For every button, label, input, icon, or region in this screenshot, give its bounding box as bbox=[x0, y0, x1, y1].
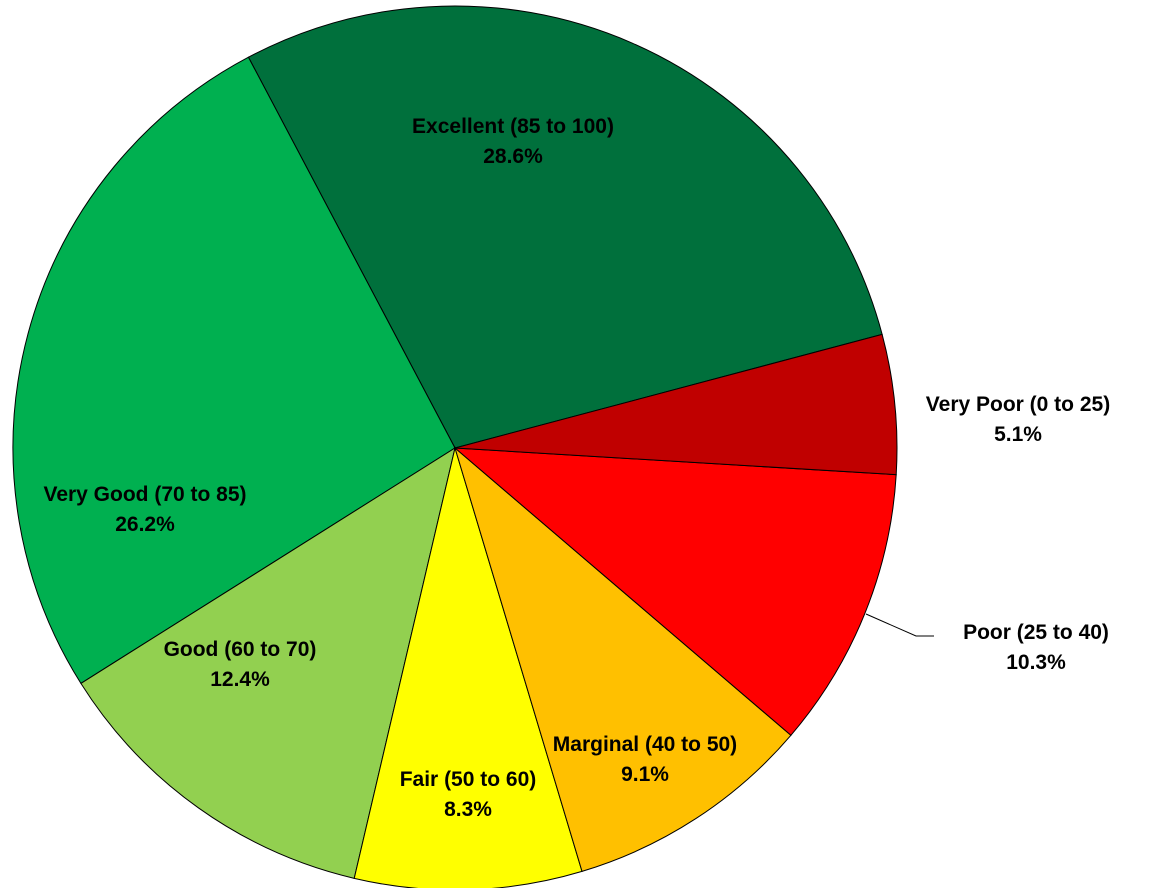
category-label: Excellent (85 to 100) bbox=[412, 115, 614, 138]
pie-slice bbox=[353, 446, 583, 888]
category-label: Poor (25 to 40) bbox=[963, 621, 1109, 644]
category-label: Very Poor (0 to 25) bbox=[925, 393, 1111, 416]
leader-line bbox=[865, 613, 934, 637]
pie-slice bbox=[454, 333, 898, 476]
value-label: 28.6% bbox=[483, 145, 543, 168]
data-label: Very Good (70 to 85) 26.2% bbox=[0, 480, 305, 540]
data-label: Poor (25 to 40) 10.3% bbox=[886, 618, 1152, 678]
category-label: Good (60 to 70) bbox=[163, 638, 317, 661]
data-label: Good (60 to 70) 12.4% bbox=[90, 635, 390, 695]
category-label: Very Good (70 to 85) bbox=[43, 483, 247, 506]
data-label: Fair (50 to 60) 8.3% bbox=[318, 765, 618, 825]
value-label: 8.3% bbox=[444, 798, 492, 821]
value-label: 12.4% bbox=[210, 668, 270, 691]
pie-slice bbox=[453, 447, 897, 736]
category-label: Fair (50 to 60) bbox=[399, 768, 537, 791]
data-label: Marginal (40 to 50) 9.1% bbox=[530, 730, 760, 790]
value-label: 26.2% bbox=[115, 513, 175, 536]
pie-slice bbox=[12, 56, 456, 685]
value-label: 10.3% bbox=[1006, 651, 1066, 674]
pie-slice bbox=[454, 446, 792, 872]
data-label: Very Poor (0 to 25) 5.1% bbox=[868, 390, 1152, 450]
value-label: 9.1% bbox=[621, 763, 669, 786]
data-label: Excellent (85 to 100) 28.6% bbox=[353, 112, 673, 172]
pie-slice bbox=[247, 5, 883, 449]
pie-slice bbox=[80, 446, 456, 879]
category-label: Marginal (40 to 50) bbox=[552, 733, 738, 756]
value-label: 5.1% bbox=[994, 423, 1042, 446]
